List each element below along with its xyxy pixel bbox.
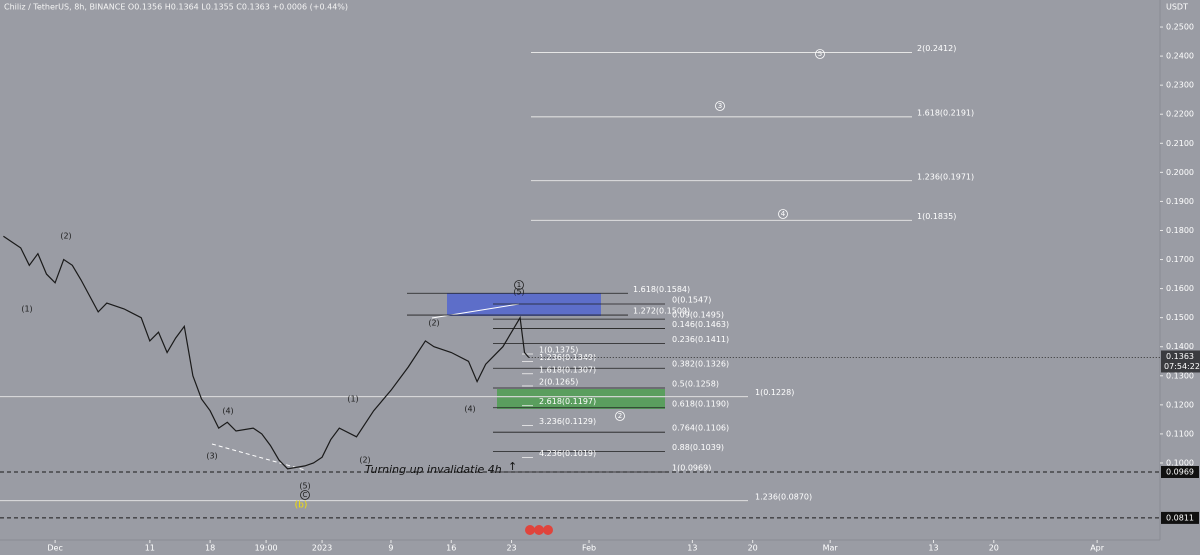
fib-label: 1.236(0.1349)	[539, 353, 596, 362]
wave-label: (1)	[21, 305, 32, 314]
y-tick-label: 0.1900	[1166, 197, 1194, 206]
price-badge	[1161, 511, 1199, 524]
y-tick-label: 0.1600	[1166, 284, 1194, 293]
y-tick-label: 0.1500	[1166, 313, 1194, 322]
y-tick-label: 0.1000	[1166, 458, 1194, 467]
wave-circle	[778, 209, 788, 219]
fib-label: 0.09(0.1495)	[672, 311, 724, 320]
fib-label: 2.618(0.1197)	[539, 397, 596, 406]
fib-label: 0.5(0.1258)	[672, 379, 719, 388]
fib-label: 0.764(0.1106)	[672, 424, 729, 433]
fib-label: 1(0.1835)	[917, 212, 956, 221]
price-badge-label: 0.0811	[1166, 513, 1194, 522]
x-tick-label: Feb	[582, 544, 596, 553]
wave-label: 3	[718, 102, 722, 110]
supply-zone	[447, 293, 601, 316]
fib-label: 1(0.0969)	[672, 463, 711, 472]
wave-label: 1	[517, 281, 521, 289]
x-tick-label: 19:00	[255, 544, 278, 553]
y-tick-label: 0.1300	[1166, 371, 1194, 380]
y-tick-label: 0.2500	[1166, 23, 1194, 32]
x-tick-label: 18	[205, 544, 215, 553]
wave-label: (2)	[428, 319, 439, 328]
fib-label: 1(0.1228)	[755, 388, 794, 397]
wave-label: Turning up invalidatie 4h	[365, 463, 502, 476]
wave-circle	[514, 280, 524, 290]
fib-label: 0.236(0.1411)	[672, 335, 729, 344]
last-price-badge	[1161, 350, 1200, 373]
price-badge-label: 0.0969	[1166, 467, 1194, 476]
x-tick-label: 2023	[312, 544, 332, 553]
wave-label: ↑	[508, 460, 517, 473]
y-tick-label: 0.2100	[1166, 139, 1194, 148]
y-tick-label: 0.2000	[1166, 168, 1194, 177]
x-tick-label: 9	[388, 544, 393, 553]
fib-label: 0.618(0.1190)	[672, 399, 729, 408]
fib-label: 1.618(0.2191)	[917, 108, 974, 117]
price-line	[3, 235, 530, 470]
fib-label: 1.236(0.1971)	[917, 172, 974, 181]
wave-circle	[715, 101, 725, 111]
demand-zone	[497, 389, 665, 409]
wave-label: (b)	[295, 501, 308, 511]
y-tick-label: 0.2200	[1166, 110, 1194, 119]
wave-circle	[815, 49, 825, 59]
y-tick-label: 0.1400	[1166, 342, 1194, 351]
axis-unit: USDT	[1166, 3, 1188, 12]
wave-label: (4)	[464, 405, 475, 414]
fib-label: 4.236(0.1019)	[539, 449, 596, 458]
x-tick-label: 20	[748, 544, 758, 553]
y-tick-label: 0.1100	[1166, 429, 1194, 438]
fib-label: 0.88(0.1039)	[672, 443, 724, 452]
logo	[525, 525, 553, 535]
trend-line	[211, 443, 306, 471]
wave-label: 4	[781, 210, 786, 218]
x-tick-label: Dec	[47, 544, 62, 553]
wave-label: (2)	[60, 232, 71, 241]
fib-label: 1.618(0.1584)	[633, 285, 690, 294]
x-tick-label: 23	[506, 544, 516, 553]
wave-label: (1)	[347, 395, 358, 404]
x-tick-label: 11	[145, 544, 155, 553]
fib-label: 2(0.2412)	[917, 44, 956, 53]
fib-label: 1.236(0.0870)	[755, 492, 812, 501]
wave-label: (4)	[222, 407, 233, 416]
x-tick-label: 13	[928, 544, 938, 553]
fib-label: 0.382(0.1326)	[672, 360, 729, 369]
last-price-label: 0.1363	[1166, 352, 1194, 361]
price-badge	[1161, 465, 1199, 478]
countdown: 07:54:22	[1164, 362, 1200, 371]
y-tick-label: 0.1200	[1166, 400, 1194, 409]
wave-label: (5)	[513, 288, 524, 297]
fib-label: 1.272(0.1509)	[633, 307, 690, 316]
fib-label: 1.618(0.1307)	[539, 365, 596, 374]
fib-label: 1(0.1375)	[539, 345, 578, 354]
trend-line	[431, 303, 520, 319]
fib-label: 3.236(0.1129)	[539, 417, 596, 426]
x-tick-label: 13	[687, 544, 697, 553]
x-tick-label: 20	[989, 544, 999, 553]
fib-label: 0.146(0.1463)	[672, 320, 729, 329]
y-tick-label: 0.2400	[1166, 52, 1194, 61]
y-tick-label: 0.2300	[1166, 81, 1194, 90]
x-tick-label: Apr	[1090, 544, 1105, 553]
wave-circle	[615, 411, 625, 421]
x-tick-label: Mar	[823, 544, 839, 553]
fib-label: 0(0.1547)	[672, 296, 711, 305]
wave-label: (3)	[206, 452, 217, 461]
wave-label: 5	[818, 50, 822, 58]
wave-label: C	[303, 491, 308, 499]
y-tick-label: 0.1800	[1166, 226, 1194, 235]
wave-label: 2	[618, 412, 622, 420]
wave-circle	[300, 490, 310, 500]
fib-label: 2(0.1265)	[539, 377, 578, 386]
x-tick-label: 16	[446, 544, 456, 553]
wave-label: (2)	[359, 456, 370, 465]
wave-label: (5)	[299, 482, 310, 491]
y-tick-label: 0.1700	[1166, 255, 1194, 264]
chart-header: Chiliz / TetherUS, 8h, BINANCE O0.1356 H…	[4, 3, 348, 12]
